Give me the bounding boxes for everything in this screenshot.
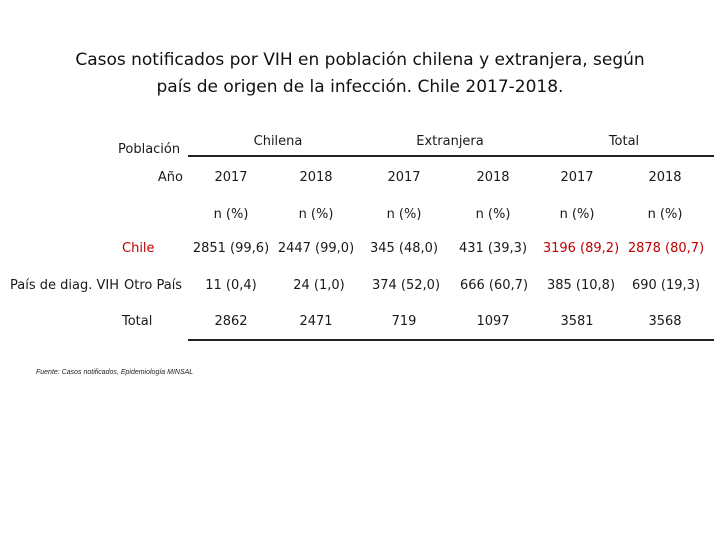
source-note: Fuente: Casos notificados, Epidemiología… bbox=[36, 369, 194, 376]
table-cell: 385 (10,8) bbox=[546, 278, 616, 293]
table-cell: 374 (52,0) bbox=[371, 278, 441, 293]
group-header-extranjera: Extranjera bbox=[416, 134, 484, 149]
table-cell-highlight: 3196 (89,2) bbox=[542, 241, 620, 256]
unit-header: n (%) bbox=[475, 207, 511, 222]
table-cell: 11 (0,4) bbox=[205, 278, 257, 293]
unit-header: n (%) bbox=[213, 207, 249, 222]
table-cell: 719 bbox=[391, 314, 417, 329]
table-cell: 666 (60,7) bbox=[459, 278, 529, 293]
year-header: 2017 bbox=[560, 170, 594, 185]
side-label: País de diag. VIH bbox=[10, 278, 119, 293]
table-cell: 3568 bbox=[648, 314, 682, 329]
year-header: 2018 bbox=[648, 170, 682, 185]
unit-header: n (%) bbox=[647, 207, 683, 222]
title-line-2: país de origen de la infección. Chile 20… bbox=[156, 77, 564, 97]
table-cell: 2471 bbox=[299, 314, 333, 329]
table-cell-highlight: 2878 (80,7) bbox=[627, 241, 705, 256]
row-label-total: Total bbox=[122, 314, 153, 329]
unit-header: n (%) bbox=[559, 207, 595, 222]
year-header: 2018 bbox=[476, 170, 510, 185]
table-cell: 345 (48,0) bbox=[369, 241, 439, 256]
footer-rule bbox=[188, 339, 714, 341]
page-title: Casos notificados por VIH en población c… bbox=[40, 47, 680, 101]
group-header-chilena: Chilena bbox=[253, 134, 303, 149]
anio-label: Año bbox=[157, 170, 183, 185]
year-header: 2017 bbox=[214, 170, 248, 185]
table-cell: 1097 bbox=[476, 314, 510, 329]
table-cell: 431 (39,3) bbox=[458, 241, 528, 256]
table-cell: 2862 bbox=[214, 314, 248, 329]
title-line-1: Casos notificados por VIH en población c… bbox=[75, 50, 645, 70]
table-cell: 2447 (99,0) bbox=[277, 241, 355, 256]
header-rule bbox=[188, 155, 714, 157]
year-header: 2018 bbox=[299, 170, 333, 185]
year-header: 2017 bbox=[387, 170, 421, 185]
table-cell: 2851 (99,6) bbox=[192, 241, 270, 256]
group-header-total: Total bbox=[608, 134, 640, 149]
table-cell: 24 (1,0) bbox=[293, 278, 345, 293]
unit-header: n (%) bbox=[386, 207, 422, 222]
row-label-chile: Chile bbox=[122, 241, 155, 256]
unit-header: n (%) bbox=[298, 207, 334, 222]
row-label-otro-pais: Otro País bbox=[124, 278, 183, 293]
table-cell: 690 (19,3) bbox=[631, 278, 701, 293]
table-cell: 3581 bbox=[560, 314, 594, 329]
poblacion-label: Población bbox=[118, 142, 181, 157]
